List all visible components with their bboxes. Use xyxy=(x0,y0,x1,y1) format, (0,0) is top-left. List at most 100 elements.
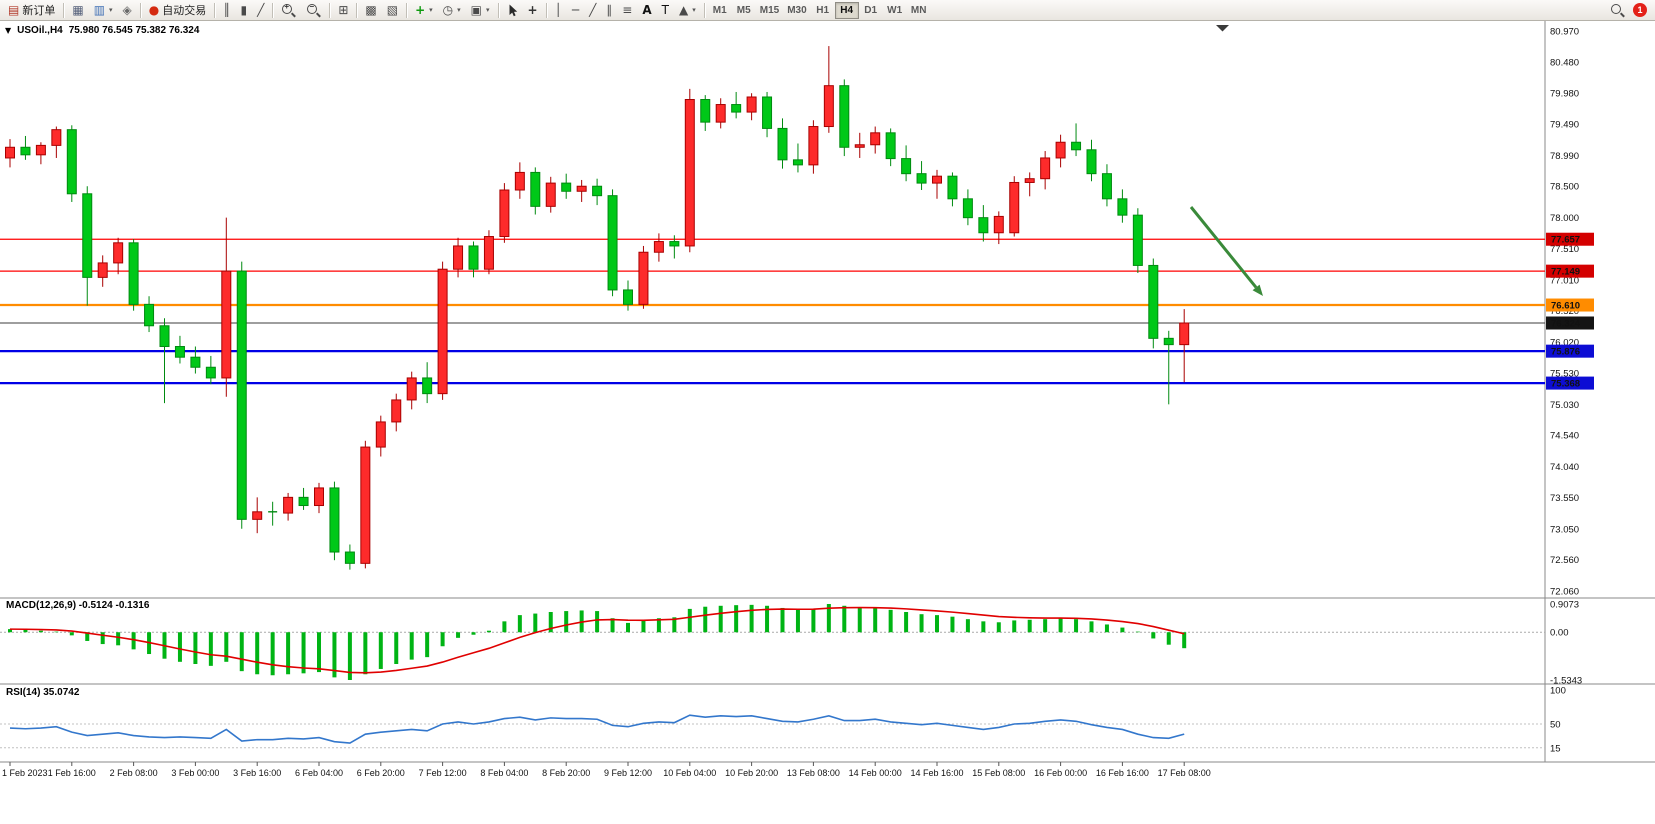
arrange-windows-icon: ▩ xyxy=(365,3,377,17)
svg-text:13 Feb 08:00: 13 Feb 08:00 xyxy=(787,768,840,778)
line-chart-type-button[interactable]: ╱ xyxy=(252,1,269,19)
trend-arrow-line[interactable] xyxy=(1189,206,1258,289)
rsi-panel: 100 50 15 xyxy=(0,686,1566,754)
vertical-line-button[interactable]: │ xyxy=(550,1,567,19)
tile-windows-button[interactable]: ⊞ xyxy=(333,1,353,19)
bar-chart-type-button[interactable]: ║ xyxy=(218,1,235,19)
macd-panel: 0.9073 0.00 -1.5343 xyxy=(0,600,1582,687)
add-indicator-dropdown-icon[interactable]: ▾ xyxy=(429,6,433,14)
candlestick-type-button[interactable]: ▮ xyxy=(236,1,253,19)
zoom-in-button[interactable]: + xyxy=(276,1,301,19)
fibonacci-button[interactable]: ≡ xyxy=(617,1,637,19)
svg-text:10 Feb 04:00: 10 Feb 04:00 xyxy=(663,768,716,778)
svg-text:77.657: 77.657 xyxy=(1551,235,1580,246)
svg-text:14 Feb 00:00: 14 Feb 00:00 xyxy=(849,768,902,778)
timeframe-m30-button[interactable]: M30 xyxy=(783,2,810,19)
shapes-dropdown-icon[interactable]: ▾ xyxy=(692,6,696,14)
svg-text:14 Feb 16:00: 14 Feb 16:00 xyxy=(910,768,963,778)
trendline-button[interactable]: ╱ xyxy=(584,1,601,19)
svg-text:9 Feb 12:00: 9 Feb 12:00 xyxy=(604,768,652,778)
svg-text:77.010: 77.010 xyxy=(1550,275,1579,286)
add-indicator-button[interactable]: + ▾ xyxy=(410,1,438,19)
timeframe-m15-button[interactable]: M15 xyxy=(756,2,783,19)
template-image-dropdown-icon[interactable]: ▾ xyxy=(486,6,490,14)
svg-text:10 Feb 20:00: 10 Feb 20:00 xyxy=(725,768,778,778)
periods-icon: ◷ xyxy=(442,3,454,17)
template-image-button[interactable]: ▣ ▾ xyxy=(466,1,495,19)
candlestick-type-icon: ▮ xyxy=(240,3,248,17)
svg-text:16 Feb 00:00: 16 Feb 00:00 xyxy=(1034,768,1087,778)
candlestick-series xyxy=(5,46,1190,570)
search-button[interactable] xyxy=(1605,1,1630,19)
svg-text:75.368: 75.368 xyxy=(1551,379,1580,390)
toolbar-separator xyxy=(356,2,358,18)
toolbar-separator xyxy=(139,2,141,18)
crosshair-button[interactable]: + xyxy=(523,1,543,19)
autotrading-button[interactable]: ● 自动交易 xyxy=(144,1,211,19)
navigator-button[interactable]: ◈ xyxy=(118,1,137,19)
timeframe-w1-button[interactable]: W1 xyxy=(883,2,907,19)
text-button[interactable]: A xyxy=(637,1,656,19)
svg-text:78.000: 78.000 xyxy=(1550,213,1579,224)
cursor-button[interactable] xyxy=(502,1,523,19)
profiles-dropdown-icon[interactable]: ▾ xyxy=(109,6,113,14)
price-axis: 80.970 80.480 79.980 79.490 78.990 78.500 78.0… xyxy=(1550,27,1579,598)
chart-shift-marker[interactable] xyxy=(1216,25,1229,32)
symbol-collapse-icon[interactable]: ▼ xyxy=(5,26,12,35)
new-chart-button[interactable]: ▦ xyxy=(67,1,88,19)
ohlc-values: 75.980 76.545 75.382 76.324 xyxy=(68,25,200,36)
chart-window: 80.970 80.480 79.980 79.490 78.990 78.500 78.0… xyxy=(0,21,1655,824)
toolbar-separator xyxy=(545,2,547,18)
zoom-in-sign: + xyxy=(284,1,290,11)
svg-text:72.060: 72.060 xyxy=(1550,587,1579,598)
horizontal-line-button[interactable]: ─ xyxy=(567,1,584,19)
timeframe-d1-button[interactable]: D1 xyxy=(859,2,883,19)
notification-badge[interactable]: 1 xyxy=(1633,3,1647,17)
timeframe-h1-button[interactable]: H1 xyxy=(811,2,835,19)
trend-arrow-head[interactable] xyxy=(1252,284,1263,296)
chart-list-icon: ▧ xyxy=(386,3,399,17)
periods-button[interactable]: ◷ ▾ xyxy=(438,1,466,19)
timeframe-mn-button[interactable]: MN xyxy=(907,2,931,19)
svg-text:79.980: 79.980 xyxy=(1550,89,1579,100)
profiles-button[interactable]: ▥ ▾ xyxy=(89,1,118,19)
main-toolbar: ▤ 新订单 ▦ ▥ ▾ ◈ ● 自动交易 ║ ▮ ╱ + − ⊞ ▩ ▧ + ▾ ◷ ▾ ▣ ▾ + │ ─ ╱ ∥ ≡ A T ▲ ▾ M1 M… xyxy=(0,0,1655,21)
timeframe-m5-button[interactable]: M5 xyxy=(732,2,756,19)
svg-text:3 Feb 00:00: 3 Feb 00:00 xyxy=(171,768,219,778)
toolbar-separator xyxy=(272,2,274,18)
svg-text:73.050: 73.050 xyxy=(1550,524,1579,535)
svg-text:77.510: 77.510 xyxy=(1550,244,1579,255)
zoom-out-icon: − xyxy=(307,1,318,14)
zoom-out-button[interactable]: − xyxy=(301,1,326,19)
text-label-button[interactable]: T xyxy=(657,1,674,19)
price-tags: 77.657 77.149 76.610 76.324 75.876 75.368 xyxy=(1546,232,1594,390)
trendline-icon: ╱ xyxy=(589,3,597,17)
navigator-icon: ◈ xyxy=(122,3,132,17)
new-order-button[interactable]: ▤ 新订单 xyxy=(3,1,60,19)
timeframe-h4-button[interactable]: H4 xyxy=(834,1,859,19)
chart-ohlc-header: ▼ USOil.,H4 75.980 76.545 75.382 76.324 xyxy=(5,25,199,36)
zoom-out-sign: − xyxy=(309,1,315,11)
timeframe-m1-button[interactable]: M1 xyxy=(708,2,732,19)
shapes-button[interactable]: ▲ ▾ xyxy=(674,1,701,19)
text-icon: A xyxy=(642,3,652,17)
svg-text:78.990: 78.990 xyxy=(1550,151,1579,162)
rsi-indicator-label: RSI(14) 35.0742 xyxy=(6,687,80,698)
channel-button[interactable]: ∥ xyxy=(601,1,617,19)
arrange-windows-button[interactable]: ▩ xyxy=(360,1,381,19)
chart-list-button[interactable]: ▧ xyxy=(382,1,403,19)
svg-text:-1.5343: -1.5343 xyxy=(1550,676,1582,687)
periods-dropdown-icon[interactable]: ▾ xyxy=(457,6,461,14)
crosshair-icon: + xyxy=(527,3,538,17)
autotrading-icon: ● xyxy=(148,3,160,17)
new-order-icon: ▤ xyxy=(8,3,20,17)
svg-text:72.560: 72.560 xyxy=(1550,555,1579,566)
vertical-line-icon: │ xyxy=(554,3,562,17)
svg-text:3 Feb 16:00: 3 Feb 16:00 xyxy=(233,768,281,778)
svg-text:0.00: 0.00 xyxy=(1550,628,1569,639)
svg-text:80.970: 80.970 xyxy=(1550,27,1579,38)
svg-text:75.530: 75.530 xyxy=(1550,368,1579,379)
svg-text:80.480: 80.480 xyxy=(1550,57,1579,68)
svg-text:16 Feb 16:00: 16 Feb 16:00 xyxy=(1096,768,1149,778)
text-label-icon: T xyxy=(661,3,669,17)
